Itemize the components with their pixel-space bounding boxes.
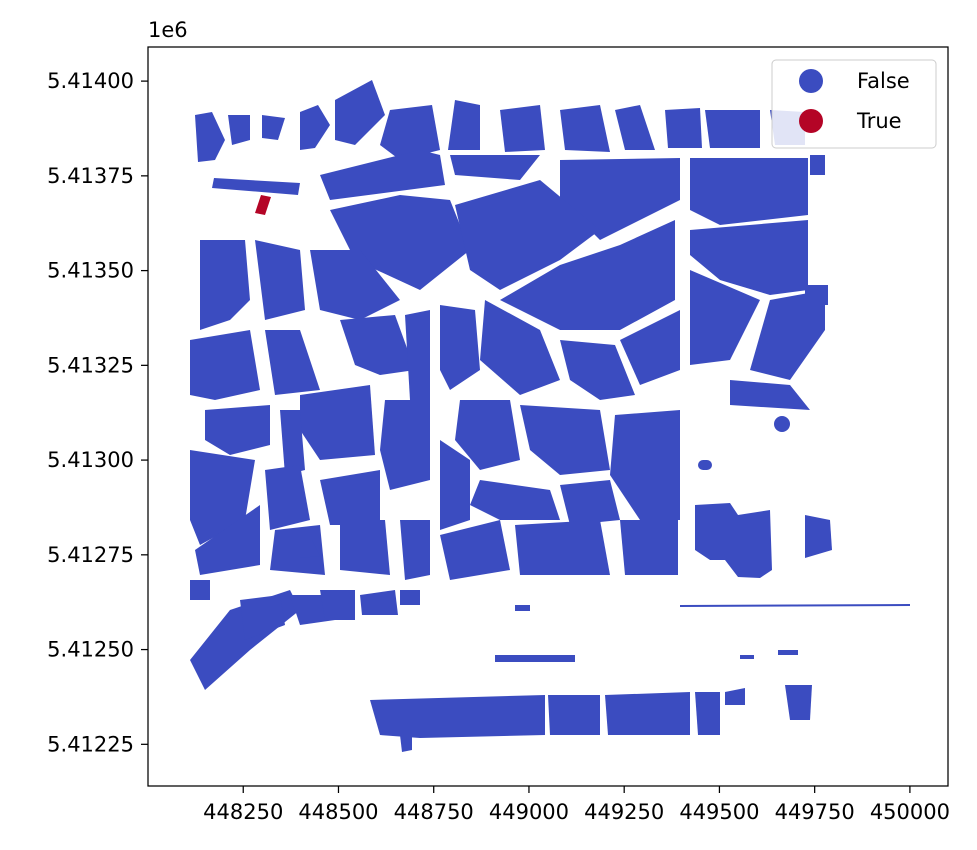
legend-marker-true: [799, 109, 823, 133]
legend-label-false: False: [857, 69, 910, 93]
y-axis: 5.41225 5.41250 5.41275 5.41300 5.41325 5.413…: [47, 69, 148, 756]
true-building: [255, 195, 271, 215]
false-buildings: [190, 80, 910, 752]
y-tick-label: 5.41300: [47, 448, 134, 472]
legend-marker-false: [799, 69, 823, 93]
y-offset-label: 1e6: [148, 18, 188, 42]
y-tick-label: 5.41275: [47, 543, 134, 567]
x-tick-label: 449500: [679, 800, 759, 824]
legend-label-true: True: [856, 109, 902, 133]
x-axis: 448250 448500 448750 449000 449250 449500 4497…: [203, 786, 950, 824]
y-tick-label: 5.41375: [47, 164, 134, 188]
legend: False True: [771, 59, 937, 149]
x-tick-label: 449750: [775, 800, 855, 824]
legend-box: [771, 59, 937, 149]
x-tick-label: 449000: [489, 800, 569, 824]
y-tick-label: 5.41350: [47, 259, 134, 283]
y-tick-label: 5.41325: [47, 353, 134, 377]
y-tick-label: 5.41225: [47, 732, 134, 756]
axes-frame: [147, 46, 949, 787]
building-footprints: [190, 80, 910, 752]
y-tick-label: 5.41400: [47, 69, 134, 93]
x-tick-label: 448500: [298, 800, 378, 824]
y-tick-label: 5.41250: [47, 638, 134, 662]
x-tick-label: 450000: [870, 800, 950, 824]
x-tick-label: 448250: [203, 800, 283, 824]
x-tick-label: 449250: [584, 800, 664, 824]
x-tick-label: 448750: [394, 800, 474, 824]
